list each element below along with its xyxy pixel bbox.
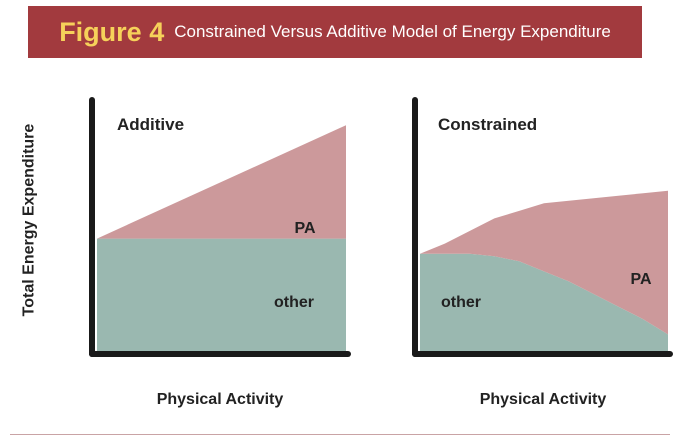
panel-title-2: Constrained [438, 115, 537, 134]
series-label-pa-1: PA [294, 220, 315, 237]
footer-divider [10, 434, 670, 435]
area-pa-2 [420, 190, 668, 335]
area-pa-1 [97, 125, 346, 239]
series-label-other-1: other [274, 294, 314, 311]
panel-title-1: Additive [117, 115, 184, 134]
chart-panel-1: Additive other PA Physical Activity [89, 97, 351, 408]
area-other-1 [97, 238, 346, 352]
chart-panel-2: Constrained other PA Physical Activity [412, 97, 673, 408]
series-label-pa-2: PA [630, 271, 651, 288]
figure-label: Figure 4 [59, 16, 165, 47]
figure-banner: Figure 4 Constrained Versus Additive Mod… [28, 6, 642, 58]
figure-title: Constrained Versus Additive Model of Ene… [174, 22, 611, 41]
x-axis-label-1: Physical Activity [157, 391, 284, 408]
area-other-2 [420, 253, 668, 352]
series-label-other-2: other [441, 294, 481, 311]
x-axis-label-2: Physical Activity [480, 391, 607, 408]
